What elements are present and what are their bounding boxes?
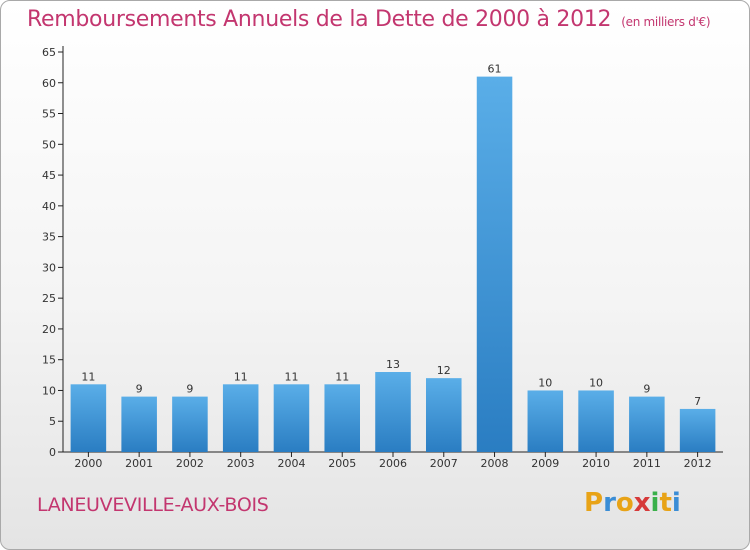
bar-2000 [70,384,107,452]
bar-value-label: 9 [136,383,143,396]
logo-letter: r [603,488,616,518]
bar-value-label: 11 [81,370,95,383]
bar-2002 [172,396,208,452]
logo-letter: x [633,488,651,518]
bar-2010 [578,390,614,452]
bar-2009 [527,390,564,452]
y-tick-label: 60 [42,77,56,90]
bar-2008 [476,76,513,452]
y-tick-label: 30 [42,261,56,274]
x-tick-label: 2000 [74,457,102,470]
y-tick-label: 20 [42,323,56,336]
proxiti-logo[interactable]: Proxiti [584,488,681,518]
y-axis: 0 5 10 15 20 25 30 35 40 45 50 55 60 65 [42,46,64,459]
y-tick-label: 15 [42,354,56,367]
bar-value-label: 11 [234,370,248,383]
bar-value-label: 9 [643,383,650,396]
bar-value-label: 12 [437,364,451,377]
y-tick-label: 0 [49,446,56,459]
x-tick-label: 2011 [633,457,661,470]
y-tick-label: 50 [42,138,56,151]
bar-2003 [222,384,259,452]
logo-letter: P [584,488,604,518]
x-tick-label: 2002 [176,457,204,470]
bar-2004 [273,384,310,452]
x-tick-label: 2007 [430,457,458,470]
y-tick-label: 45 [42,169,56,182]
x-tick-label: 2005 [328,457,356,470]
bars: 11 9 9 11 11 11 13 12 61 10 10 9 7 [70,63,716,452]
x-tick-label: 2001 [125,457,153,470]
y-tick-label: 25 [42,292,56,305]
bar-2011 [629,396,665,452]
x-tick-label: 2009 [531,457,559,470]
x-tick-label: 2003 [227,457,255,470]
logo-letter: o [615,488,634,518]
bar-2001 [121,396,157,452]
x-tick-label: 2008 [481,457,509,470]
bar-2007 [426,378,462,452]
x-axis: 2000 2001 2002 2003 2004 2005 2006 2007 2008 2009… [63,451,723,470]
chart-units: (en milliers d'€) [621,15,711,29]
bar-2012 [679,408,716,452]
x-tick-label: 2006 [379,457,407,470]
y-tick-label: 65 [42,46,56,59]
y-tick-label: 55 [42,108,56,121]
chart-title-text: Remboursements Annuels de la Dette de 20… [27,7,612,32]
bar-value-label: 9 [186,383,193,396]
logo-letter: i [650,488,660,518]
y-tick-label: 5 [49,415,56,428]
bar-value-label: 10 [538,376,552,389]
x-tick-label: 2012 [684,457,712,470]
bar-value-label: 13 [386,358,400,371]
bar-2005 [324,384,360,452]
bar-value-label: 7 [694,395,701,408]
chart-title: Remboursements Annuels de la Dette de 20… [27,7,711,32]
bar-value-label: 11 [335,370,349,383]
y-tick-label: 35 [42,231,56,244]
logo-letter: t [659,488,672,518]
commune-name: LANEUVEVILLE-AUX-BOIS [37,494,269,516]
bar-value-label: 11 [284,370,298,383]
bar-value-label: 10 [589,376,603,389]
logo-letter: i [671,488,681,518]
bar-value-label: 61 [488,63,502,76]
y-tick-label: 40 [42,200,56,213]
x-tick-label: 2004 [277,457,305,470]
y-tick-label: 10 [42,384,56,397]
x-tick-label: 2010 [582,457,610,470]
bar-2006 [375,372,411,452]
